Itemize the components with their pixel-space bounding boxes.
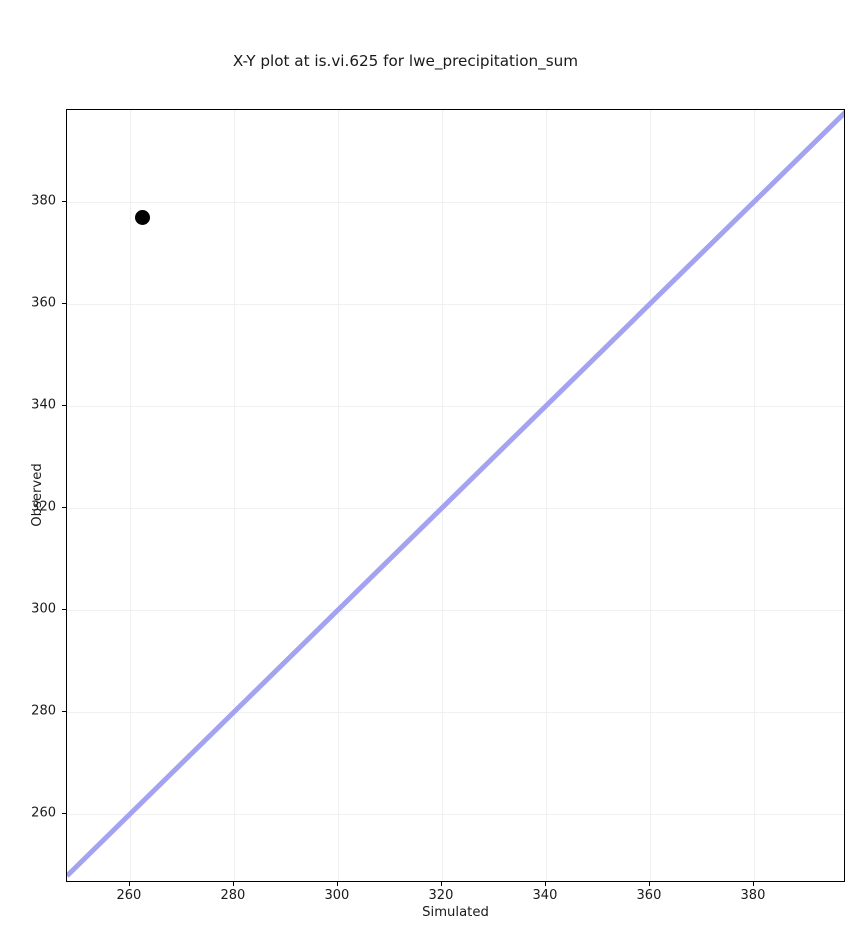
- identity-line-layer: [67, 110, 844, 878]
- x-tick-label-280: 280: [220, 888, 246, 903]
- y-tick-label-300: 300: [31, 601, 56, 617]
- y-tick-label-260: 260: [31, 805, 56, 821]
- chart-title-line-1: X-Y plot at is.vi.625 for lwe_precipitat…: [232, 52, 579, 70]
- y-tick-mark-260: [62, 813, 66, 815]
- scatter-series-layer: [67, 110, 844, 881]
- x-tick-mark-280: [232, 882, 235, 886]
- x-tick-mark-320: [440, 882, 443, 886]
- y-tick-label-280: 280: [31, 703, 56, 719]
- x-tick-label-300: 300: [324, 888, 350, 903]
- y-tick-label-380: 380: [31, 193, 56, 209]
- plot-area: [66, 109, 845, 882]
- y-tick-mark-320: [62, 506, 66, 509]
- y-tick-label-340: 340: [31, 397, 56, 413]
- y-tick-label-320: 320: [31, 499, 56, 515]
- x-tick-label-380: 380: [740, 888, 766, 903]
- y-tick-mark-360: [62, 302, 66, 304]
- identity-line: [67, 110, 844, 878]
- x-tick-mark-260: [128, 882, 130, 886]
- x-tick-mark-380: [752, 882, 755, 886]
- y-tick-mark-300: [62, 609, 66, 611]
- x-tick-mark-300: [336, 882, 339, 886]
- y-tick-mark-340: [62, 404, 66, 407]
- x-tick-mark-360: [648, 882, 651, 886]
- y-tick-mark-280: [62, 711, 66, 713]
- data-point: [134, 210, 150, 226]
- x-tick-mark-340: [544, 882, 547, 886]
- y-tick-label-360: 360: [31, 295, 56, 311]
- y-axis-label: Observed: [30, 463, 46, 527]
- y-tick-mark-380: [62, 200, 66, 202]
- x-tick-label-340: 340: [532, 888, 558, 903]
- x-tick-label-260: 260: [116, 888, 142, 903]
- x-axis-label: Simulated: [422, 905, 489, 920]
- x-tick-label-360: 360: [636, 888, 662, 903]
- x-tick-label-320: 320: [428, 888, 454, 903]
